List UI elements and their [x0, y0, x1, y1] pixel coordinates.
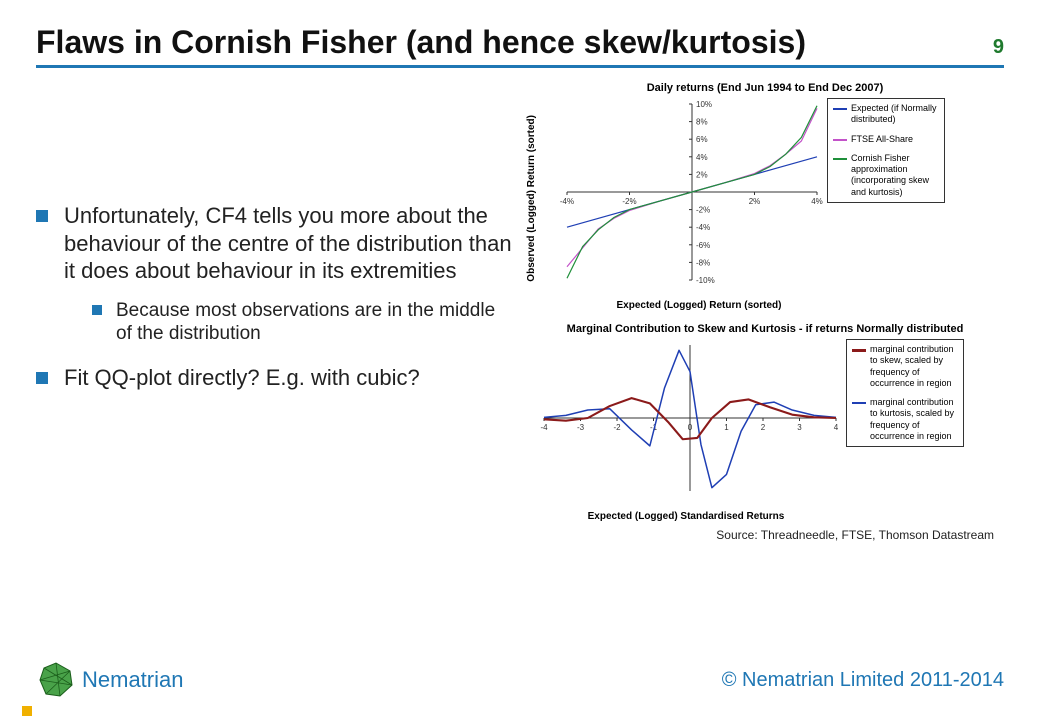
- legend-swatch: [852, 349, 866, 352]
- chart1-plot: -10% -8% -6% -4% -2% 2% 4% 6% 8% 10% -4% -2% 2% 4%: [537, 98, 827, 298]
- svg-text:-3: -3: [577, 423, 585, 432]
- svg-text:-2: -2: [613, 423, 621, 432]
- chart1-legend-expected: Expected (if Normally distributed): [833, 103, 939, 126]
- legend-swatch: [833, 108, 847, 110]
- svg-text:2: 2: [761, 423, 766, 432]
- chart2-plot: -4-3-2-101234: [526, 339, 846, 509]
- svg-text:-10%: -10%: [696, 276, 715, 285]
- chart2-box: -4-3-2-101234 marginal contribution to s…: [526, 339, 1004, 509]
- svg-text:-8%: -8%: [696, 258, 710, 267]
- chart2-xlabel: Expected (Logged) Standardised Returns: [526, 511, 846, 522]
- svg-text:4: 4: [834, 423, 839, 432]
- bullet-list: Unfortunately, CF4 tells you more about …: [36, 202, 514, 392]
- legend-swatch: [833, 158, 847, 160]
- page-number: 9: [993, 36, 1004, 59]
- corner-marker: [22, 706, 32, 716]
- legend-swatch: [833, 139, 847, 141]
- footer-brand-text: Nematrian: [82, 667, 183, 693]
- sub-bullet-1: Because most observations are in the mid…: [64, 299, 514, 347]
- chart1-legend-ftse: FTSE All-Share: [833, 134, 939, 145]
- source-line: Source: Threadneedle, FTSE, Thomson Data…: [526, 528, 1004, 542]
- legend-swatch: [852, 402, 866, 404]
- slide: Flaws in Cornish Fisher (and hence skew/…: [0, 0, 1040, 720]
- legend-label: FTSE All-Share: [851, 134, 913, 145]
- svg-text:10%: 10%: [696, 100, 712, 109]
- bullet-1-text: Unfortunately, CF4 tells you more about …: [64, 203, 512, 283]
- svg-text:4%: 4%: [696, 153, 708, 162]
- right-column: Daily returns (End Jun 1994 to End Dec 2…: [526, 82, 1004, 622]
- legend-label: Cornish Fisher approximation (incorporat…: [851, 153, 939, 198]
- svg-text:-6%: -6%: [696, 241, 710, 250]
- slide-title: Flaws in Cornish Fisher (and hence skew/…: [36, 24, 806, 61]
- legend-label: marginal contribution to kurtosis, scale…: [870, 397, 958, 442]
- chart1-box: Observed (Logged) Return (sorted) -10% -8…: [526, 98, 1004, 298]
- svg-text:6%: 6%: [696, 135, 708, 144]
- chart1-xlabel: Expected (Logged) Return (sorted): [544, 300, 854, 311]
- chart1-ylabel: Observed (Logged) Return (sorted): [526, 115, 537, 282]
- left-column: Unfortunately, CF4 tells you more about …: [36, 82, 514, 622]
- legend-label: Expected (if Normally distributed): [851, 103, 939, 126]
- svg-text:2%: 2%: [749, 197, 761, 206]
- legend-label: marginal contribution to skew, scaled by…: [870, 344, 958, 389]
- svg-text:-4: -4: [540, 423, 548, 432]
- chart1-legend: Expected (if Normally distributed) FTSE …: [827, 98, 945, 203]
- bullet-2: Fit QQ-plot directly? E.g. with cubic?: [36, 364, 514, 392]
- logo-icon: [36, 660, 76, 700]
- footer-copyright: © Nematrian Limited 2011-2014: [722, 669, 1004, 692]
- chart2-title: Marginal Contribution to Skew and Kurtos…: [526, 323, 1004, 335]
- chart1-legend-cornish: Cornish Fisher approximation (incorporat…: [833, 153, 939, 198]
- svg-text:4%: 4%: [811, 197, 823, 206]
- chart1-title: Daily returns (End Jun 1994 to End Dec 2…: [526, 82, 1004, 94]
- svg-text:8%: 8%: [696, 118, 708, 127]
- footer: Nematrian © Nematrian Limited 2011-2014: [36, 660, 1004, 700]
- svg-text:0: 0: [688, 423, 693, 432]
- title-row: Flaws in Cornish Fisher (and hence skew/…: [36, 24, 1004, 61]
- svg-text:-4%: -4%: [560, 197, 574, 206]
- sub-bullet-list: Because most observations are in the mid…: [64, 299, 514, 347]
- chart2-legend-kurt: marginal contribution to kurtosis, scale…: [852, 397, 958, 442]
- svg-text:-2%: -2%: [622, 197, 636, 206]
- chart2-legend: marginal contribution to skew, scaled by…: [846, 339, 964, 447]
- svg-text:1: 1: [724, 423, 729, 432]
- slide-body: Unfortunately, CF4 tells you more about …: [36, 82, 1004, 622]
- svg-text:3: 3: [797, 423, 802, 432]
- svg-text:2%: 2%: [696, 170, 708, 179]
- svg-text:-2%: -2%: [696, 206, 710, 215]
- footer-brand: Nematrian: [36, 660, 183, 700]
- svg-text:-4%: -4%: [696, 223, 710, 232]
- bullet-1: Unfortunately, CF4 tells you more about …: [36, 202, 514, 346]
- chart2-legend-skew: marginal contribution to skew, scaled by…: [852, 344, 958, 389]
- title-underline: [36, 65, 1004, 68]
